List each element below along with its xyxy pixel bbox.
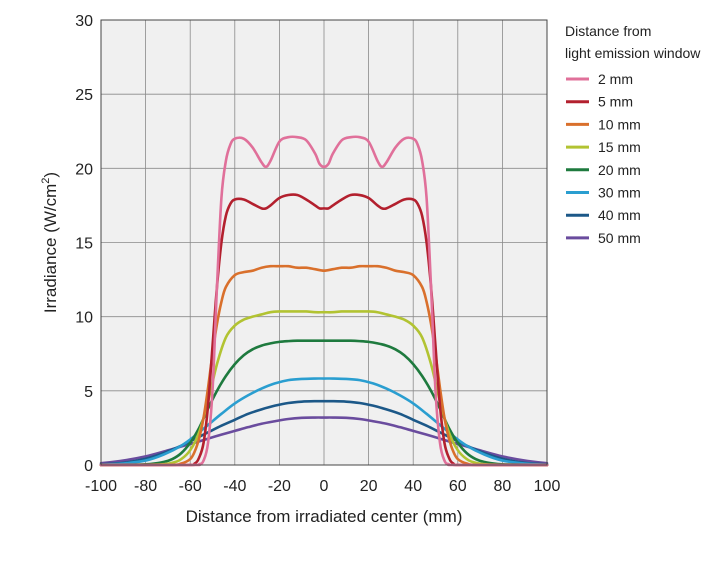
- x-tick-label: 100: [534, 478, 561, 495]
- legend-label-2-mm: 2 mm: [598, 71, 633, 87]
- series-line-2-mm: [99, 135, 549, 467]
- y-axis-label: Irradiance (W/cm2): [40, 172, 60, 313]
- legend-label-15-mm: 15 mm: [598, 139, 641, 155]
- x-tick-label: 20: [360, 478, 378, 495]
- x-tick-label: -20: [268, 478, 291, 495]
- x-axis-label: Distance from irradiated center (mm): [186, 507, 463, 526]
- legend-title-line2: light emission window: [565, 45, 701, 61]
- y-axis-ticks: 0 5 10 15 20 25 30: [75, 13, 93, 475]
- x-tick-label: 0: [320, 478, 329, 495]
- legend-label-5-mm: 5 mm: [598, 94, 633, 110]
- legend-label-10-mm: 10 mm: [598, 116, 641, 132]
- x-tick-label: 60: [449, 478, 467, 495]
- legend-label-20-mm: 20 mm: [598, 162, 641, 178]
- legend-label-30-mm: 30 mm: [598, 185, 641, 201]
- x-axis-ticks: -100 -80 -60 -40 -20 0 20 40 60 80 100: [85, 478, 560, 495]
- y-axis-label-main: Irradiance (W/cm: [41, 184, 60, 313]
- x-tick-label: -40: [223, 478, 246, 495]
- y-tick-label: 25: [75, 87, 93, 104]
- y-tick-label: 10: [75, 310, 93, 327]
- legend-label-50-mm: 50 mm: [598, 230, 641, 246]
- x-tick-label: 80: [494, 478, 512, 495]
- x-tick-label: -100: [85, 478, 117, 495]
- y-tick-label: 15: [75, 236, 93, 253]
- legend-items: 2 mm 5 mm 10 mm 15 mm 20 mm 30 mm 40 mm 50 mm: [566, 71, 641, 246]
- y-tick-label: 30: [75, 13, 93, 30]
- series-line-40-mm: [99, 399, 549, 466]
- x-tick-label: -80: [134, 478, 157, 495]
- x-tick-label: -60: [179, 478, 202, 495]
- y-tick-label: 0: [84, 458, 93, 475]
- series-layer: [99, 135, 549, 467]
- plot-frame: [100, 19, 548, 466]
- y-axis-label-sup: 2: [40, 178, 52, 184]
- legend: Distance from light emission window 2 mm…: [565, 23, 701, 246]
- y-tick-label: 5: [84, 384, 93, 401]
- legend-title-line1: Distance from: [565, 23, 651, 39]
- legend-label-40-mm: 40 mm: [598, 207, 641, 223]
- x-tick-label: 40: [404, 478, 422, 495]
- y-tick-label: 20: [75, 161, 93, 178]
- y-axis-label-end: ): [41, 172, 60, 178]
- series-line-15-mm: [99, 310, 549, 467]
